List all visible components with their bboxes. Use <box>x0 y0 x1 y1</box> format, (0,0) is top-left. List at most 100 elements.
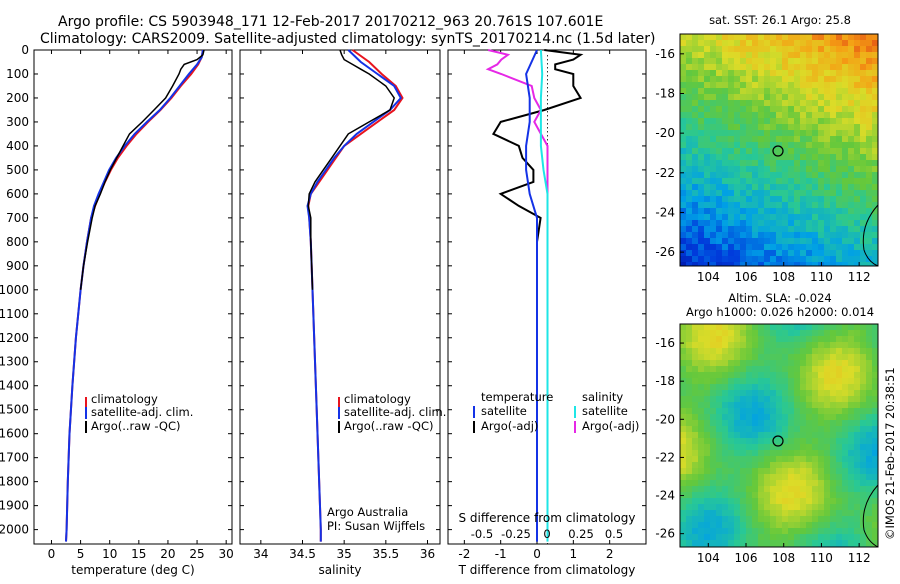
heatmap-cell <box>806 438 813 445</box>
heatmap-cell <box>746 498 753 505</box>
heatmap-cell <box>692 88 699 95</box>
heatmap-cell <box>872 76 879 83</box>
heatmap-cell <box>692 118 699 125</box>
heatmap-cell <box>854 256 861 263</box>
heatmap-cell <box>758 342 765 349</box>
heatmap-cell <box>776 414 783 421</box>
heatmap-cell <box>842 112 849 119</box>
heatmap-cell <box>734 142 741 149</box>
heatmap-cell <box>776 232 783 239</box>
heatmap-cell <box>770 456 777 463</box>
heatmap-cell <box>764 262 771 267</box>
heatmap-cell <box>800 426 807 433</box>
heatmap-cell <box>704 372 711 379</box>
heatmap-cell <box>698 468 705 475</box>
heatmap-cell <box>854 220 861 227</box>
heatmap-cell <box>686 250 693 257</box>
heatmap-cell <box>680 450 687 457</box>
heatmap-cell <box>782 256 789 263</box>
heatmap-cell <box>752 142 759 149</box>
heatmap-cell <box>818 202 825 209</box>
heatmap-cell <box>710 342 717 349</box>
heatmap-cell <box>806 522 813 529</box>
heatmap-cell <box>788 402 795 409</box>
heatmap-cell <box>842 480 849 487</box>
heatmap-cell <box>830 148 837 155</box>
heatmap-cell <box>728 202 735 209</box>
heatmap-cell <box>836 214 843 221</box>
heatmap-cell <box>872 396 879 403</box>
heatmap-cell <box>842 106 849 113</box>
heatmap-cell <box>740 390 747 397</box>
heatmap-cell <box>854 106 861 113</box>
heatmap-cell <box>734 366 741 373</box>
heatmap-cell <box>716 384 723 391</box>
heatmap-cell <box>704 178 711 185</box>
heatmap-cell <box>752 438 759 445</box>
heatmap-cell <box>866 528 873 535</box>
heatmap-cell <box>722 468 729 475</box>
x-tick-label: 15 <box>131 547 146 561</box>
heatmap-cell <box>746 172 753 179</box>
heatmap-cell <box>866 208 873 215</box>
heatmap-cell <box>836 112 843 119</box>
heatmap-cell <box>830 202 837 209</box>
heatmap-cell <box>830 528 837 535</box>
heatmap-cell <box>704 154 711 161</box>
heatmap-cell <box>782 130 789 137</box>
heatmap-cell <box>800 118 807 125</box>
heatmap-cell <box>794 486 801 493</box>
heatmap-cell <box>872 52 879 59</box>
heatmap-cell <box>788 336 795 343</box>
heatmap-cell <box>704 522 711 529</box>
heatmap-cell <box>830 40 837 47</box>
heatmap-cell <box>728 528 735 535</box>
heatmap-cell <box>710 510 717 517</box>
heatmap-cell <box>722 540 729 547</box>
heatmap-cell <box>824 256 831 263</box>
heatmap-cell <box>686 468 693 475</box>
heatmap-cell <box>698 486 705 493</box>
heatmap-cell <box>692 390 699 397</box>
heatmap-cell <box>686 360 693 367</box>
heatmap-cell <box>758 534 765 541</box>
heatmap-cell <box>782 384 789 391</box>
heatmap-cell <box>740 492 747 499</box>
heatmap-cell <box>692 166 699 173</box>
heatmap-cell <box>872 220 879 227</box>
heatmap-cell <box>836 136 843 143</box>
heatmap-cell <box>758 196 765 203</box>
heatmap-cell <box>812 190 819 197</box>
heatmap-cell <box>698 208 705 215</box>
heatmap-cell <box>728 112 735 119</box>
heatmap-cell <box>818 100 825 107</box>
depth-tick-label: 500 <box>6 163 29 177</box>
lat-tick-label: -26 <box>655 245 675 259</box>
heatmap-cell <box>788 348 795 355</box>
heatmap-cell <box>842 348 849 355</box>
heatmap-cell <box>704 354 711 361</box>
heatmap-cell <box>818 64 825 71</box>
heatmap-cell <box>770 196 777 203</box>
heatmap-cell <box>842 76 849 83</box>
heatmap-cell <box>764 486 771 493</box>
heatmap-cell <box>806 330 813 337</box>
heatmap-cell <box>872 64 879 71</box>
heatmap-cell <box>698 34 705 41</box>
heatmap-cell <box>722 372 729 379</box>
heatmap-cell <box>680 184 687 191</box>
heatmap-cell <box>770 172 777 179</box>
heatmap-cell <box>734 408 741 415</box>
heatmap-cell <box>698 148 705 155</box>
heatmap-cell <box>830 378 837 385</box>
heatmap-cell <box>746 94 753 101</box>
heatmap-cell <box>806 136 813 143</box>
heatmap-cell <box>758 46 765 53</box>
heatmap-cell <box>770 330 777 337</box>
heatmap-cell <box>794 480 801 487</box>
heatmap-cell <box>860 94 867 101</box>
heatmap-cell <box>698 190 705 197</box>
heatmap-cell <box>854 474 861 481</box>
heatmap-cell <box>740 184 747 191</box>
heatmap-cell <box>782 408 789 415</box>
